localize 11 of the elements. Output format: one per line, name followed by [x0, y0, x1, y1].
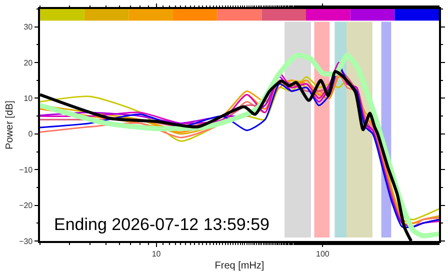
y-tick-label: −20	[19, 201, 34, 210]
x-tick-label: 100	[316, 249, 330, 258]
y-tick-label: 30	[24, 22, 34, 32]
y-axis-title: Power [dB]	[4, 100, 16, 150]
y-tick-label: −10	[19, 165, 34, 174]
y-tick-label: 0	[28, 130, 34, 139]
y-tick-label: 10	[24, 94, 34, 104]
x-axis-title: Freq [mHz]	[214, 260, 264, 272]
y-tick-label: 20	[24, 58, 34, 68]
y-tick-label: −30	[19, 236, 34, 246]
annotation: Ending 2026-07-12 13:59:59	[54, 215, 270, 234]
